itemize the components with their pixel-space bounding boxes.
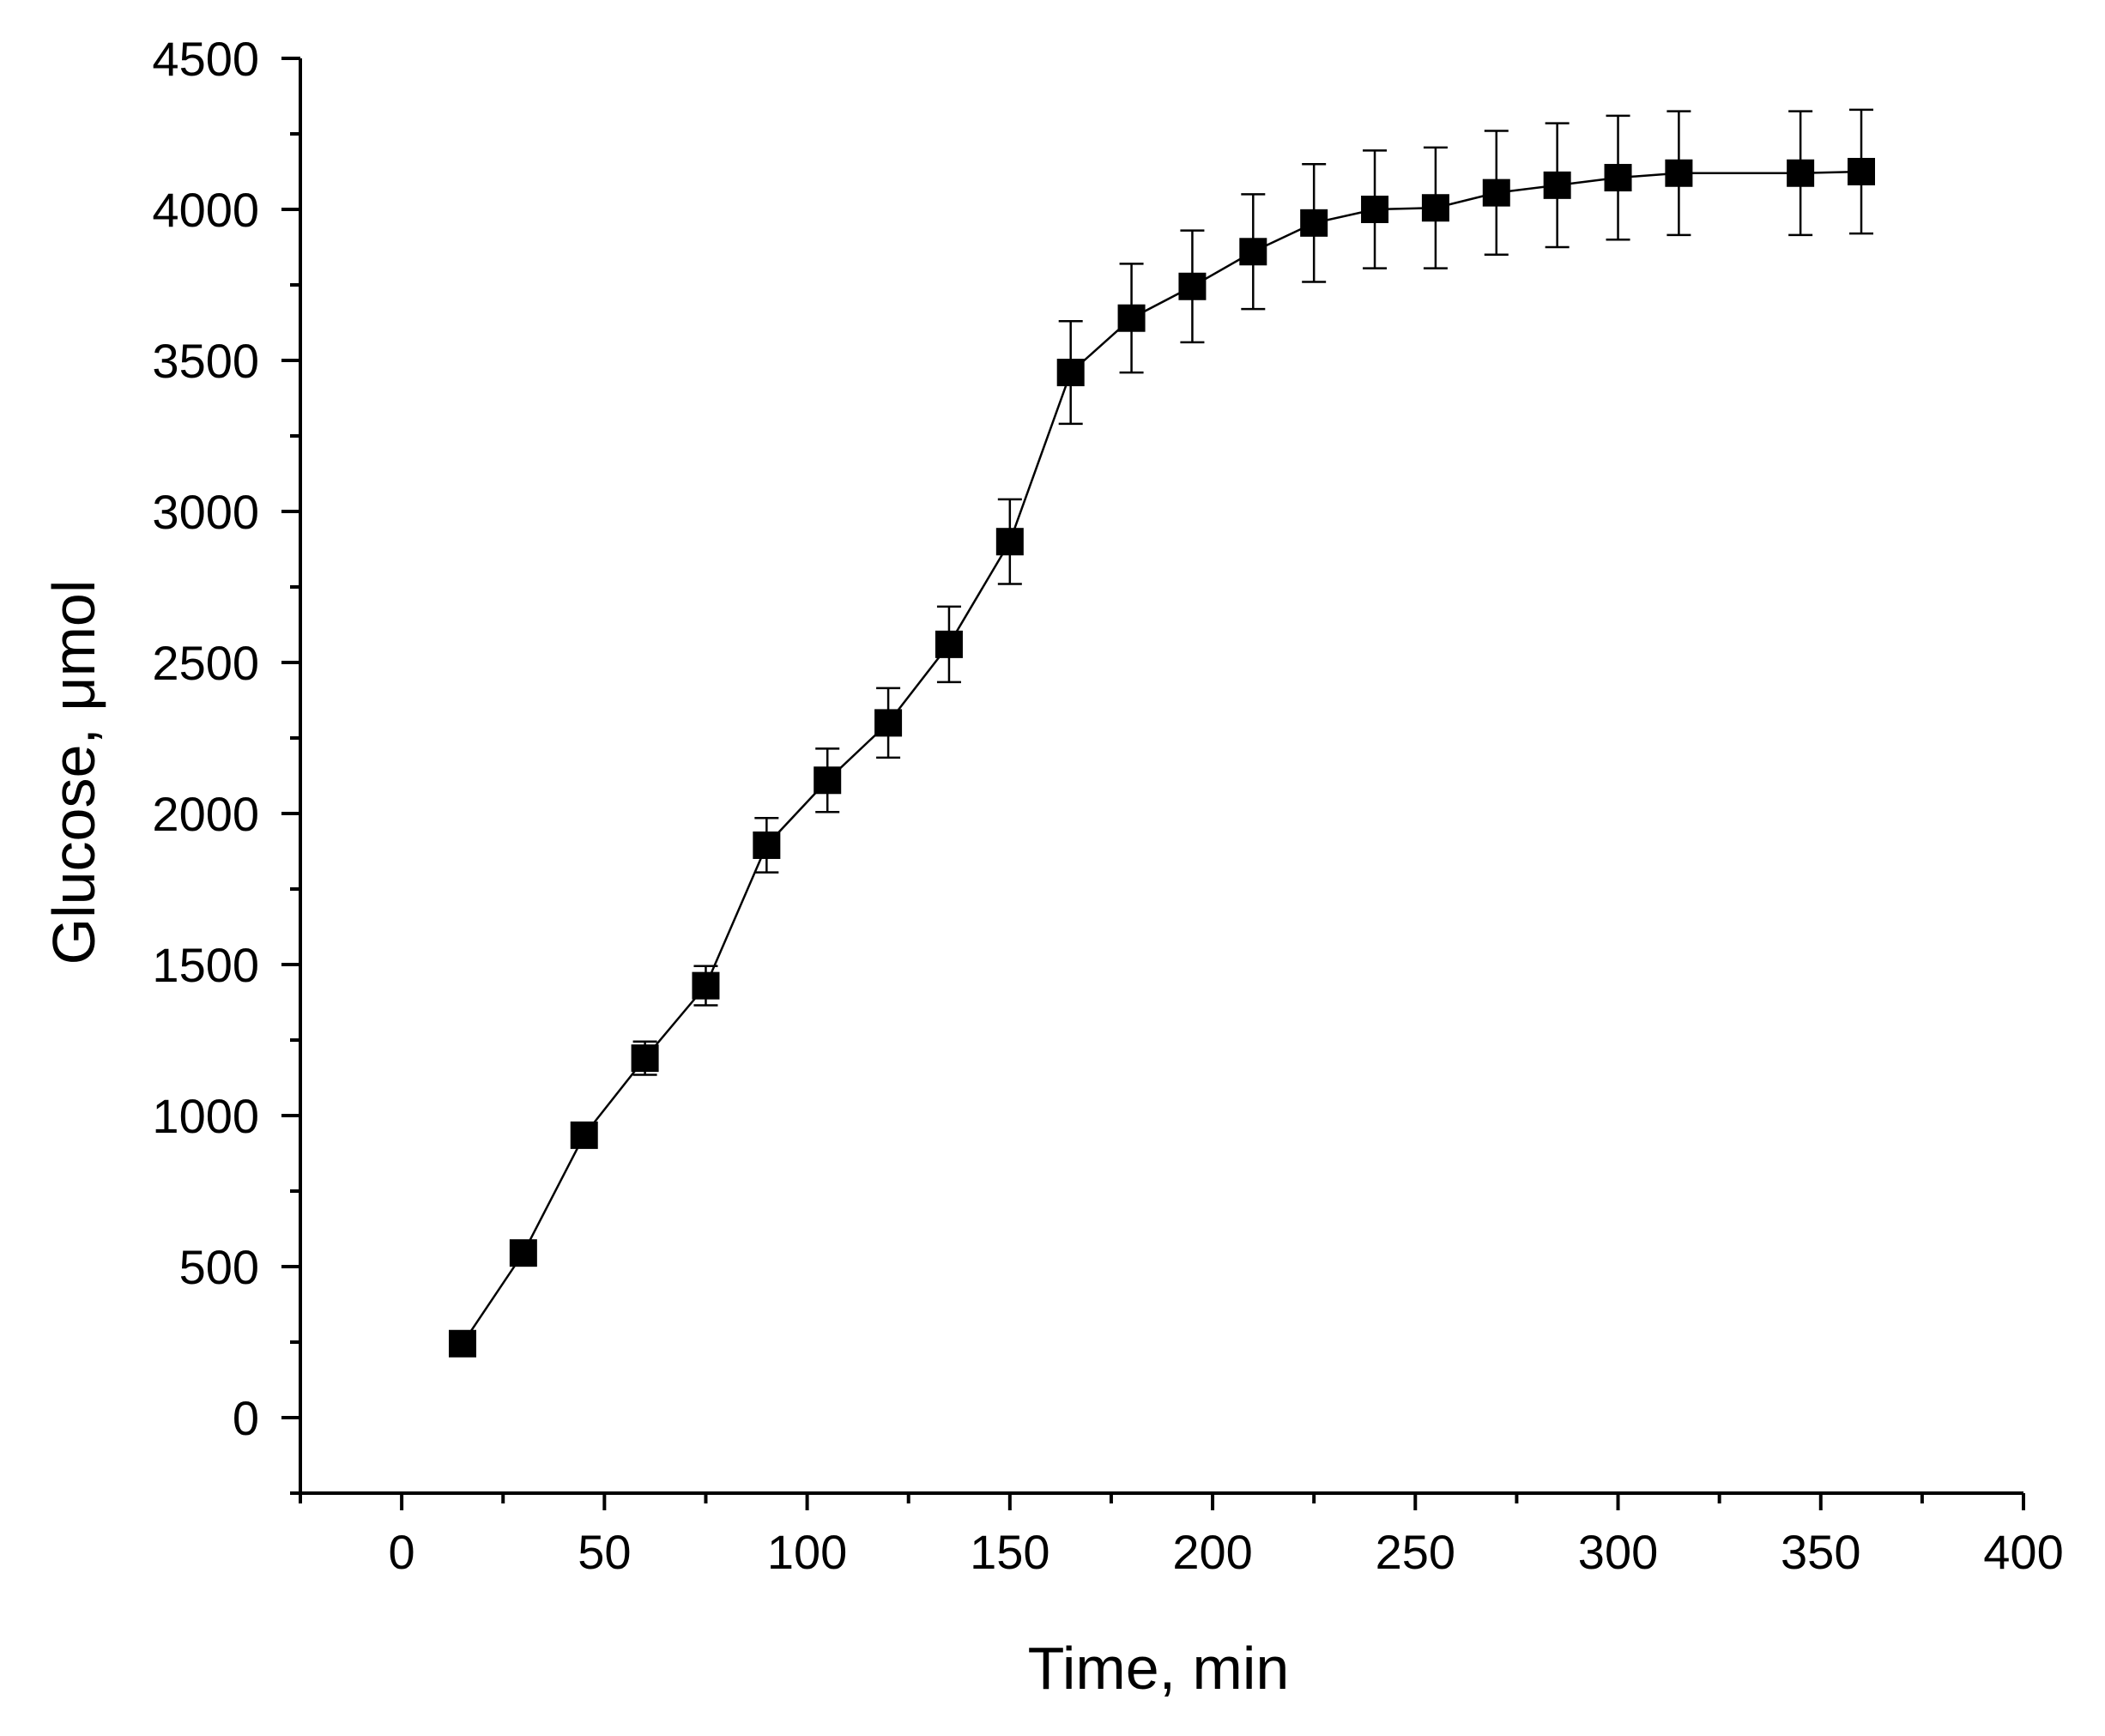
- y-tick-label: 0: [233, 1391, 259, 1445]
- data-point-marker: [1239, 238, 1267, 266]
- y-tick-label: 4500: [152, 32, 259, 86]
- data-point-marker: [692, 971, 720, 1000]
- data-point-marker: [1604, 164, 1632, 192]
- data-point-marker: [1056, 359, 1085, 387]
- x-tick-label: 100: [767, 1525, 847, 1579]
- y-tick-label: 3500: [152, 334, 259, 388]
- x-axis-title: Time, min: [1028, 1635, 1290, 1702]
- data-point-marker: [509, 1239, 537, 1267]
- data-point-marker: [1421, 194, 1449, 222]
- x-tick-label: 150: [970, 1525, 1049, 1579]
- tick-marks: [281, 57, 2025, 1510]
- data-point-marker: [814, 766, 842, 795]
- data-point-marker: [1787, 159, 1815, 187]
- data-point-marker: [1300, 209, 1328, 237]
- data-point-marker: [1178, 272, 1207, 300]
- x-tick-label: 400: [1983, 1525, 2063, 1579]
- data-point-marker: [1848, 158, 1876, 185]
- y-tick-label: 3000: [152, 485, 259, 539]
- x-tick-label: 250: [1376, 1525, 1455, 1579]
- y-tick-label: 1500: [152, 938, 259, 992]
- data-point-marker: [874, 709, 903, 737]
- data-point-marker: [1543, 171, 1571, 199]
- data-point-marker: [753, 831, 781, 859]
- x-tick-label: 300: [1578, 1525, 1658, 1579]
- data-point-marker: [1117, 304, 1146, 332]
- y-tick-label: 1000: [152, 1089, 259, 1143]
- x-tick-label: 350: [1781, 1525, 1860, 1579]
- y-tick-label: 4000: [152, 183, 259, 237]
- axes: [299, 58, 2023, 1495]
- x-tick-label: 50: [578, 1525, 631, 1579]
- y-axis-title: Glucose, μmol: [40, 580, 107, 965]
- y-tick-label: 2500: [152, 636, 259, 690]
- data-series: [448, 108, 1876, 1358]
- data-point-marker: [1665, 159, 1693, 187]
- data-point-marker: [448, 1329, 476, 1358]
- tick-labels: 0 50 100 150 200 250 300 350 4000500100015002000…: [152, 32, 2063, 1579]
- data-point-marker: [995, 528, 1024, 556]
- data-point-marker: [1361, 196, 1389, 223]
- series-line: [461, 170, 1862, 1345]
- x-tick-label: 200: [1172, 1525, 1252, 1579]
- data-point-marker: [935, 630, 963, 658]
- data-point-marker: [1482, 178, 1510, 207]
- data-point-marker: [570, 1121, 598, 1149]
- y-tick-label: 500: [179, 1240, 259, 1294]
- x-tick-label: 0: [389, 1525, 415, 1579]
- data-point-marker: [631, 1044, 659, 1073]
- y-tick-label: 2000: [152, 787, 259, 841]
